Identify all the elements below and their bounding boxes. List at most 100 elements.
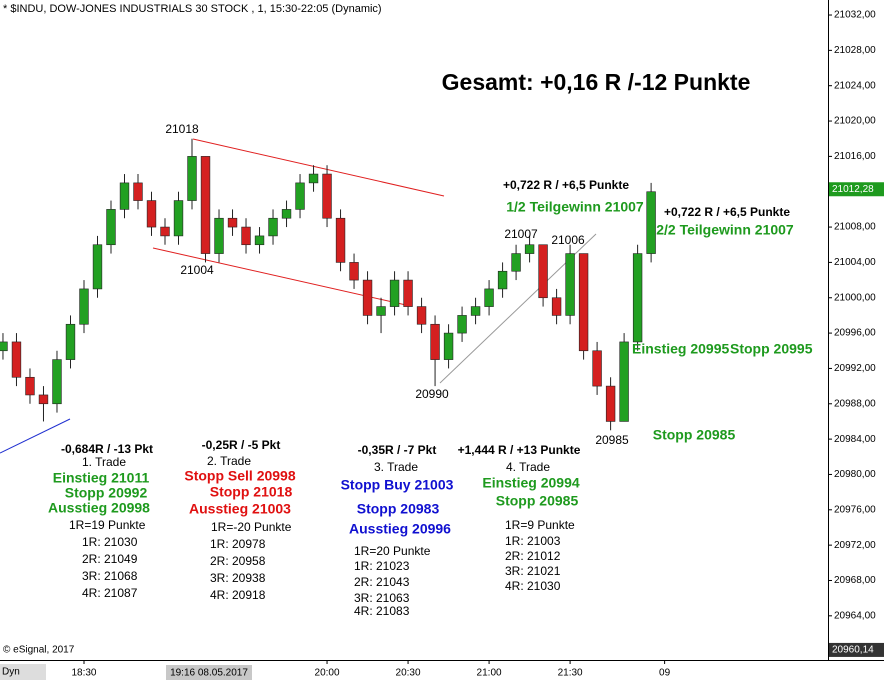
annotation: 1. Trade (82, 455, 126, 469)
candle-body (160, 226, 170, 237)
annotation: Stopp 20985 (496, 493, 579, 509)
annotation: 20985 (595, 433, 629, 447)
annotation: 4R: 20918 (210, 588, 266, 602)
x-tick-label: 21:30 (558, 668, 583, 679)
last-price-box (829, 182, 884, 197)
annotation: 2R: 21012 (505, 549, 561, 563)
annotation: 4. Trade (506, 460, 550, 474)
annotation: -0,684R / -13 Pkt (61, 442, 153, 456)
annotation: 4R: 21087 (82, 586, 138, 600)
annotation: 1/2 Teilgewinn 21007 (506, 199, 644, 215)
annotation: 1R: 21003 (505, 534, 561, 548)
candle-body (308, 173, 319, 184)
candle-body (524, 244, 535, 254)
candle-body (403, 279, 413, 307)
annotation: 3R: 21021 (505, 564, 561, 578)
x-tick-label: 18:30 (71, 668, 96, 679)
y-tick-label: 20972,00 (834, 540, 876, 551)
y-tick-label: 20980,00 (834, 469, 876, 480)
candle-body (592, 350, 602, 387)
candle-body (416, 306, 427, 325)
y-tick-label: 20992,00 (834, 363, 876, 374)
channel-line (192, 138, 445, 197)
y-tick-label: 20964,00 (834, 610, 876, 621)
trend-line (0, 418, 71, 454)
annotation: 1R: 21030 (82, 535, 138, 549)
candle-body (376, 306, 386, 316)
annotation: +0,722 R / +6,5 Punkte (503, 178, 629, 192)
candle-body (119, 182, 130, 210)
annotation: Stopp 21018 (210, 484, 293, 500)
candle-body (106, 209, 116, 246)
candle-body (133, 182, 143, 201)
annotation: 4R: 21083 (354, 604, 410, 618)
annotation: 3R: 21063 (354, 591, 410, 605)
candle-body (173, 200, 184, 237)
candle-body (268, 217, 278, 237)
annotation: Stopp Buy 21003 (341, 477, 454, 493)
annotation: 1R: 21023 (354, 559, 410, 573)
annotation: 1R=-20 Punkte (211, 520, 292, 534)
annotation: Ausstieg 21003 (189, 501, 291, 517)
annotation: -0,35R / -7 Pkt (358, 443, 437, 457)
candle-body (470, 306, 481, 316)
y-tick-label: 20984,00 (834, 434, 876, 445)
candle-body (430, 323, 440, 360)
candle-body (565, 253, 575, 316)
candle-body (254, 235, 265, 246)
annotation: Einstieg 20995 (632, 341, 729, 357)
candle-body (79, 288, 89, 325)
candle-body (497, 270, 508, 290)
annotation: +1,444 R / +13 Punkte (458, 443, 581, 457)
y-tick-label: 21016,00 (834, 151, 876, 162)
annotation: -0,25R / -5 Pkt (202, 438, 281, 452)
annotation: Stopp 20983 (357, 501, 440, 517)
y-tick-label: 21028,00 (834, 45, 876, 56)
candle-body (578, 253, 589, 352)
cursor-label: 19:16 08.05.2017 (170, 668, 248, 679)
y-tick-label: 20968,00 (834, 575, 876, 586)
copyright: © eSignal, 2017 (3, 645, 75, 656)
low-price-box (829, 642, 884, 657)
candle-body (295, 182, 305, 210)
annotation: +0,722 R / +6,5 Punkte (664, 205, 790, 219)
annotation: 21006 (551, 233, 585, 247)
candle-body (389, 279, 400, 307)
y-tick-label: 20976,00 (834, 504, 876, 515)
candle-body (484, 288, 494, 307)
chart-title: * $INDU, DOW-JONES INDUSTRIALS 30 STOCK … (3, 3, 382, 15)
mode-label: Dyn (2, 667, 20, 678)
candle-body (11, 341, 22, 378)
last-price-label: 21012,28 (832, 184, 874, 195)
annotation: Einstieg 20994 (482, 475, 579, 491)
y-tick-label: 21000,00 (834, 292, 876, 303)
candle-body (605, 385, 616, 422)
candle-body (511, 253, 521, 272)
y-tick-label: 21008,00 (834, 222, 876, 233)
candle-body (632, 253, 643, 343)
candle-body (322, 173, 332, 219)
annotation: Stopp 20992 (65, 485, 148, 501)
annotation: 2R: 20958 (210, 554, 266, 568)
annotation: 21004 (180, 263, 214, 277)
candle-body (646, 191, 656, 254)
y-tick-label: 21020,00 (834, 116, 876, 127)
annotation: 3R: 21068 (82, 569, 138, 583)
annotation: 3. Trade (374, 460, 418, 474)
candle-body (457, 315, 467, 334)
candle-body (0, 341, 8, 352)
candle-body (349, 262, 359, 281)
candle-body (227, 217, 238, 228)
candle-body (335, 217, 346, 263)
annotation: 2R: 21049 (82, 552, 138, 566)
annotation: 2/2 Teilgewinn 21007 (656, 222, 794, 238)
cursor-box (166, 665, 252, 680)
y-tick-label: 21024,00 (834, 80, 876, 91)
candle-body (619, 341, 629, 422)
x-tick-label: 20:30 (396, 668, 421, 679)
annotation: 2. Trade (207, 454, 251, 468)
candle-body (538, 244, 548, 299)
annotation: Ausstieg 20998 (48, 500, 150, 516)
annotation: 20990 (415, 387, 449, 401)
